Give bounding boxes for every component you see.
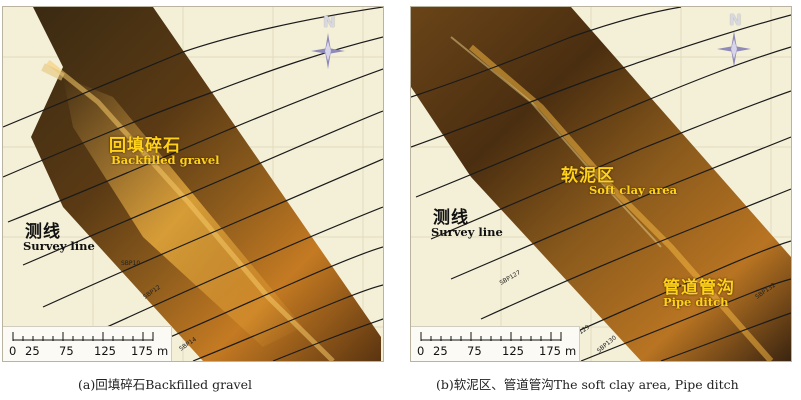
label-survey-en: Survey line — [431, 225, 503, 239]
label-pipe-ditch-en: Pipe ditch — [663, 295, 729, 309]
map-canvas-a: SBP10 SBP12 SBP14 — [3, 7, 383, 361]
caption-b: (b)软泥区、管道管沟The soft clay area, Pipe ditc… — [436, 377, 739, 392]
scale-unit: m — [565, 344, 577, 358]
scale-tick: 0 — [9, 344, 17, 358]
label-pipe-ditch-cn: 管道管沟 — [663, 278, 735, 298]
label-soft-clay-cn: 软泥区 — [561, 166, 615, 186]
sbp-label: SBP10 — [121, 260, 140, 267]
sbp-label: SBP127 — [499, 269, 523, 287]
label-survey-en: Survey line — [23, 239, 95, 253]
pipeline-highlight-a — [63, 77, 303, 347]
label-backfilled-cn: 回填碎石 — [109, 136, 181, 156]
scale-ruler — [420, 332, 562, 341]
scale-tick: 75 — [467, 344, 482, 358]
scale-tick: 0 — [417, 344, 425, 358]
scale-tick: 125 — [94, 344, 116, 358]
map-panel-b: SBP127 SBP129 SBP130 SBP132 软泥区 Soft cla… — [410, 6, 792, 362]
survey-lines-b — [411, 7, 791, 361]
compass-rose-icon — [717, 31, 751, 67]
scale-unit: m — [157, 344, 169, 358]
label-backfilled-en: Backfilled gravel — [111, 153, 220, 167]
sbp-label: SBP130 — [596, 334, 618, 354]
scale-tick: 125 — [502, 344, 524, 358]
map-panel-a: SBP10 SBP12 SBP14 回填碎石 Backfilled gravel… — [2, 6, 384, 362]
scale-bar-b: 0 25 75 125 175 m — [411, 326, 580, 361]
map-canvas-b: SBP127 SBP129 SBP130 SBP132 — [411, 7, 791, 361]
caption-a: (a)回填碎石Backfilled gravel — [78, 377, 253, 392]
label-survey-cn: 测线 — [25, 222, 61, 242]
north-arrow-a: N — [307, 13, 357, 71]
north-label: N — [323, 13, 336, 31]
scale-tick: 75 — [59, 344, 74, 358]
scale-tick: 175 — [539, 344, 561, 358]
north-arrow-b: N — [713, 11, 763, 69]
label-survey-cn: 测线 — [433, 208, 469, 228]
scale-tick: 25 — [25, 344, 40, 358]
scale-bar-a: 0 25 75 125 175 m — [3, 326, 172, 361]
compass-rose-icon — [311, 33, 345, 69]
scale-tick: 25 — [433, 344, 448, 358]
label-soft-clay-en: Soft clay area — [589, 183, 678, 197]
scale-tick: 175 — [131, 344, 153, 358]
north-label: N — [729, 11, 742, 29]
sonar-swath-a — [31, 7, 381, 361]
scale-ruler — [12, 332, 154, 341]
